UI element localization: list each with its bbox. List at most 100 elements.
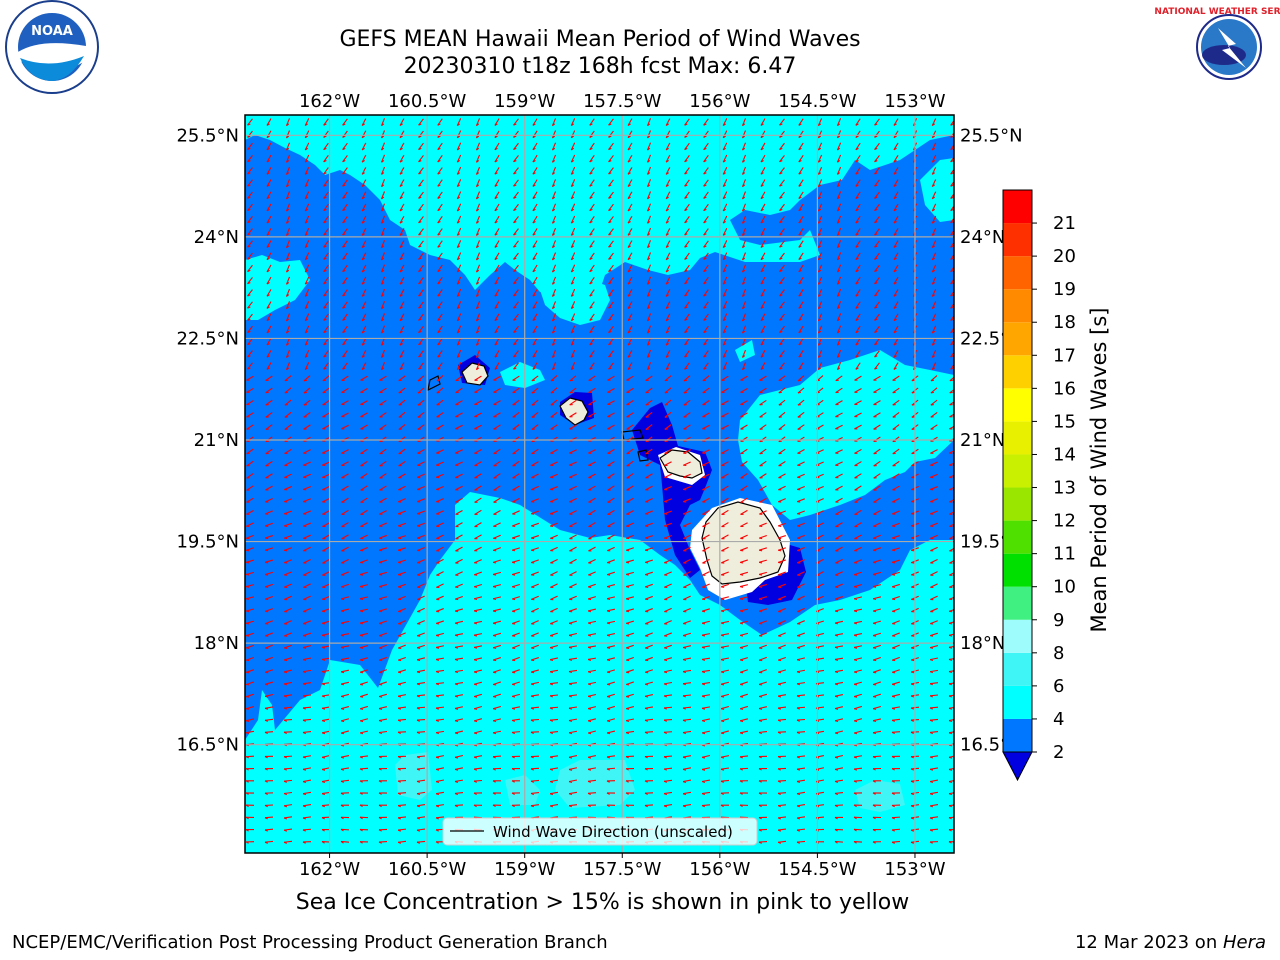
- direction-arrowhead: [571, 318, 575, 322]
- direction-arrowhead: [950, 160, 954, 163]
- direction-arrowhead: [703, 135, 707, 138]
- direction-arrowhead: [286, 355, 290, 358]
- direction-arrowhead: [550, 379, 555, 382]
- direction-arrow: [322, 387, 330, 394]
- direction-arrow: [949, 511, 954, 515]
- direction-arrow: [950, 363, 954, 370]
- direction-arrow: [340, 755, 350, 758]
- direction-arrow: [873, 400, 881, 406]
- direction-arrow: [532, 154, 538, 163]
- direction-arrow: [664, 461, 672, 466]
- direction-arrowhead: [760, 147, 764, 151]
- direction-arrowhead: [286, 306, 290, 310]
- direction-arrowhead: [929, 829, 933, 832]
- direction-arrowhead: [266, 343, 270, 346]
- direction-arrowhead: [283, 695, 288, 698]
- direction-arrow: [740, 460, 748, 467]
- direction-arrow: [302, 682, 312, 685]
- direction-arrow: [475, 203, 481, 212]
- direction-arrow: [779, 179, 785, 187]
- direction-arrow: [512, 608, 520, 612]
- direction-arrow: [587, 620, 597, 624]
- direction-arrow: [550, 399, 558, 406]
- direction-arrow: [492, 596, 502, 600]
- direction-arrowhead: [473, 671, 478, 674]
- direction-arrow: [778, 448, 786, 455]
- direction-arrowhead: [740, 659, 744, 662]
- direction-arrowhead: [342, 135, 346, 138]
- direction-arrowhead: [665, 123, 669, 127]
- direction-arrowhead: [456, 123, 461, 127]
- direction-arrowhead: [360, 683, 364, 686]
- direction-arrow: [304, 252, 310, 261]
- direction-arrow: [588, 583, 596, 588]
- direction-arrowhead: [818, 123, 822, 127]
- direction-arrowhead: [834, 744, 839, 747]
- direction-arrow: [588, 400, 596, 406]
- direction-arrowhead: [760, 330, 764, 334]
- direction-arrow: [418, 350, 424, 358]
- direction-arrowhead: [513, 282, 517, 285]
- direction-arrow: [720, 645, 730, 648]
- direction-arrowhead: [587, 634, 592, 637]
- direction-arrowhead: [740, 696, 744, 698]
- direction-arrow: [797, 473, 805, 478]
- direction-arrow: [418, 313, 424, 321]
- direction-arrowhead: [837, 355, 841, 358]
- direction-arrowhead: [872, 756, 876, 759]
- direction-arrow: [760, 301, 766, 309]
- direction-arrowhead: [342, 306, 346, 309]
- direction-arrow: [665, 154, 671, 163]
- direction-arrowhead: [665, 196, 669, 200]
- direction-arrow: [778, 485, 786, 491]
- direction-arrow: [855, 130, 861, 138]
- direction-arrow: [855, 289, 861, 297]
- direction-arrow: [949, 474, 954, 478]
- direction-arrowhead: [684, 245, 688, 248]
- direction-arrowhead: [283, 792, 288, 796]
- direction-arrow: [416, 804, 426, 807]
- direction-arrow: [854, 559, 862, 564]
- direction-arrow: [303, 498, 311, 503]
- direction-arrow: [418, 167, 424, 175]
- direction-arrow: [721, 497, 729, 503]
- direction-arrowhead: [286, 159, 290, 163]
- direction-arrowhead: [245, 586, 250, 588]
- direction-arrowhead: [340, 840, 344, 844]
- direction-arrow: [285, 191, 291, 200]
- direction-arrowhead: [530, 707, 535, 710]
- direction-arrow: [530, 718, 540, 721]
- contour-patch-2: [540, 278, 610, 325]
- direction-arrowhead: [247, 184, 251, 187]
- direction-arrow: [512, 596, 520, 600]
- direction-arrowhead: [874, 282, 878, 285]
- direction-arrow: [703, 118, 709, 126]
- direction-arrow: [930, 558, 938, 564]
- direction-arrow: [948, 682, 954, 685]
- direction-arrow: [645, 595, 653, 600]
- direction-arrowhead: [663, 780, 668, 783]
- direction-arrowhead: [739, 622, 744, 625]
- direction-arrow: [532, 337, 538, 346]
- direction-arrow: [853, 633, 863, 636]
- direction-arrowhead: [378, 804, 382, 808]
- direction-arrowhead: [703, 318, 707, 321]
- direction-arrow: [570, 179, 576, 187]
- direction-arrow: [398, 583, 406, 588]
- direction-arrowhead: [663, 695, 668, 698]
- direction-arrow: [892, 608, 900, 612]
- direction-arrow: [931, 142, 937, 151]
- colorbar-segment: [1003, 190, 1032, 224]
- direction-arrowhead: [931, 184, 936, 188]
- direction-arrowhead: [266, 172, 270, 175]
- direction-arrowhead: [381, 220, 385, 224]
- direction-arrowhead: [665, 269, 669, 273]
- direction-arrowhead: [513, 330, 517, 334]
- direction-arrow: [587, 645, 597, 648]
- direction-arrow: [454, 754, 464, 758]
- direction-arrow: [722, 166, 728, 175]
- direction-arrow: [341, 461, 349, 466]
- direction-arrow: [873, 522, 881, 527]
- direction-arrowhead: [758, 768, 762, 771]
- direction-arrow: [283, 779, 293, 782]
